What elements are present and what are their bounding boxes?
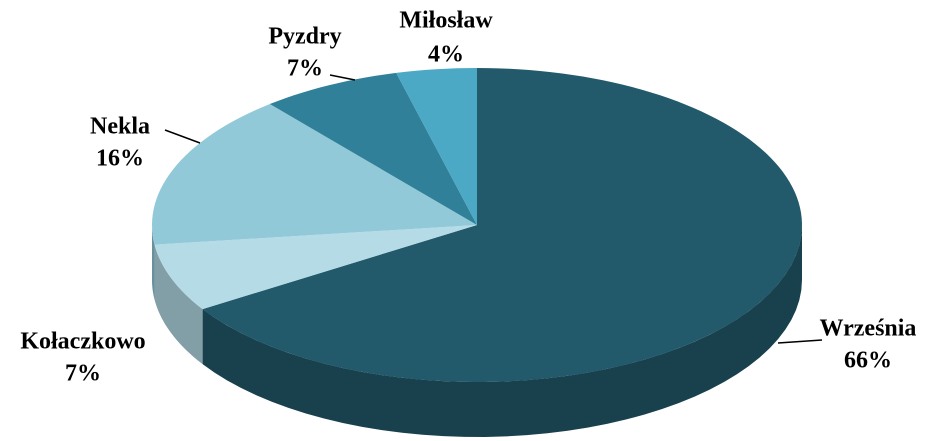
pie-slice: [202, 68, 802, 382]
pie-side: [152, 225, 155, 300]
slice-label: Pyzdry: [268, 24, 341, 50]
pie-slice: [269, 72, 477, 226]
pie-side: [154, 244, 203, 365]
pie-side: [202, 225, 802, 437]
slice-value-label: 7%: [287, 56, 323, 82]
leader-line: [164, 129, 201, 144]
slice-label: Kołaczkowo: [20, 329, 145, 355]
slice-value-label: 7%: [65, 361, 101, 387]
pie-slice: [152, 104, 477, 245]
slice-label: Września: [820, 316, 917, 342]
slice-value-label: 16%: [96, 146, 144, 172]
slice-value-label: 66%: [844, 348, 892, 374]
slice-value-label: 4%: [428, 42, 464, 68]
pie-slice: [396, 68, 477, 225]
pie-slice: [154, 225, 477, 310]
slice-label: Miłosław: [399, 8, 493, 34]
slice-label: Nekla: [90, 114, 150, 140]
leader-line: [329, 74, 356, 81]
leader-line: [777, 339, 823, 344]
